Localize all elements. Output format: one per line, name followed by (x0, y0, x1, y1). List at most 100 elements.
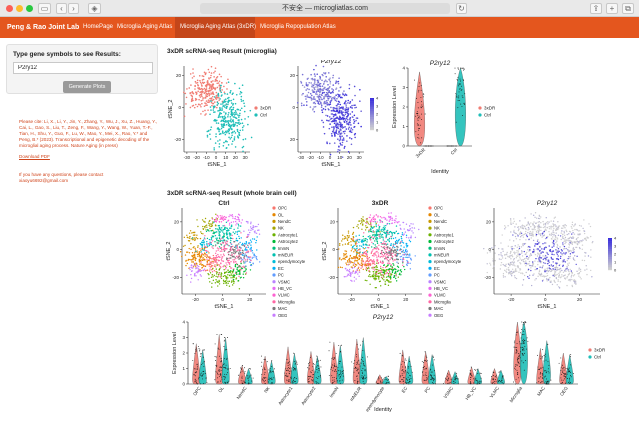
cell-point (224, 244, 226, 246)
cell-point (590, 256, 592, 258)
cell-point (248, 256, 250, 258)
cell-point (216, 86, 219, 89)
reload-icon[interactable]: ↻ (456, 3, 467, 14)
nav-microglia-repopulation-atlas[interactable]: Microglia Repopulation Atlas (260, 24, 336, 30)
cell-point (320, 101, 322, 104)
address-bar[interactable]: 不安全 — microgliatlas.com (200, 3, 450, 14)
lab-brand[interactable]: Peng & Rao Joint Lab (7, 24, 80, 31)
cell-point (328, 127, 331, 130)
cell-point (393, 232, 396, 235)
cell-point (384, 218, 386, 220)
cell-point (230, 239, 232, 242)
cell-point (315, 64, 317, 67)
cell-point (327, 99, 329, 101)
sidebar-toggle-icon[interactable]: ▭ (38, 3, 51, 14)
cell-point (245, 243, 247, 245)
cell-point (191, 97, 194, 100)
cell-point (380, 220, 382, 222)
x-axis-label: tSNE_1 (208, 162, 227, 168)
cell-point (336, 150, 339, 153)
privacy-shield-icon[interactable]: ◈ (88, 3, 101, 14)
legend-swatch (428, 273, 432, 277)
cell-point (539, 266, 541, 268)
cell-point (206, 243, 208, 245)
cell-point (217, 259, 219, 261)
forward-arrow-icon[interactable]: › (68, 3, 79, 14)
cell-point (214, 119, 216, 122)
cell-point (309, 92, 312, 95)
nav-microglia-aging-atlas[interactable]: Microglia Aging Atlas (117, 24, 173, 30)
colorbar-tick-label: 2 (376, 112, 379, 117)
nav-homepage[interactable]: HomePage (83, 24, 114, 30)
cell-point (578, 267, 580, 269)
legend-label: MAC (278, 306, 287, 311)
cell-point (328, 86, 331, 88)
gene-symbol-input[interactable] (13, 62, 153, 74)
share-icon[interactable]: ⇪ (590, 3, 602, 14)
cell-point (236, 231, 239, 233)
cell-point (553, 238, 555, 240)
cell-point (393, 276, 396, 278)
cell-point (563, 230, 565, 233)
add-tab-icon[interactable]: + (606, 3, 618, 14)
cell-point (224, 280, 227, 283)
legend-swatch (272, 233, 276, 237)
colorbar-step (370, 99, 374, 102)
cell-point (362, 260, 365, 263)
cell-point (564, 253, 566, 255)
cell-point (557, 225, 560, 228)
cell-point (578, 242, 580, 244)
cell-point (344, 113, 347, 116)
cell-point (238, 114, 241, 117)
cell-point (559, 246, 561, 248)
minimize-window-icon[interactable] (16, 5, 23, 12)
cell-point (493, 246, 496, 248)
jitter-point (202, 349, 204, 351)
cell-point (573, 251, 575, 253)
cell-point (539, 246, 541, 248)
back-arrow-icon[interactable]: ‹ (56, 3, 67, 14)
close-window-icon[interactable] (6, 5, 13, 12)
cell-point (232, 113, 234, 115)
nav-microglia-aging-atlas-3xdr[interactable]: Microglia Aging Atlas (3xDR) (180, 24, 257, 30)
cell-point (347, 236, 350, 239)
jitter-point (201, 363, 203, 365)
cell-point (217, 285, 219, 287)
cell-point (378, 275, 380, 278)
cell-point (544, 262, 546, 265)
tab-overview-icon[interactable]: ⧉ (622, 3, 634, 14)
download-pdf-link[interactable]: Download PDF (19, 154, 50, 159)
cell-point (344, 101, 346, 104)
cell-point (569, 249, 571, 252)
cell-point (301, 94, 303, 96)
zoom-window-icon[interactable] (26, 5, 33, 12)
cell-point (231, 245, 234, 248)
cell-point (358, 220, 360, 222)
cell-point (551, 269, 553, 272)
jitter-point (423, 93, 424, 95)
cell-point (519, 231, 522, 233)
cell-point (219, 231, 222, 233)
cell-point (245, 272, 248, 274)
cell-point (353, 244, 355, 247)
generate-plots-button[interactable]: Generate Plots (63, 81, 111, 93)
jitter-point (214, 379, 216, 381)
cell-point (324, 72, 326, 75)
cell-point (231, 274, 233, 277)
cell-point (554, 268, 556, 271)
cell-point (552, 220, 555, 222)
cell-point (214, 220, 216, 223)
cell-point (205, 224, 208, 226)
jitter-point (227, 380, 229, 382)
jitter-point (308, 364, 310, 366)
cell-point (240, 259, 243, 262)
jitter-point (202, 371, 204, 372)
cell-point (337, 100, 340, 103)
cell-point (218, 269, 220, 271)
cell-point (218, 116, 220, 118)
cell-point (395, 280, 398, 282)
cell-point (206, 256, 208, 259)
cell-point (397, 246, 399, 248)
cell-point (326, 119, 328, 122)
cell-point (346, 123, 348, 125)
